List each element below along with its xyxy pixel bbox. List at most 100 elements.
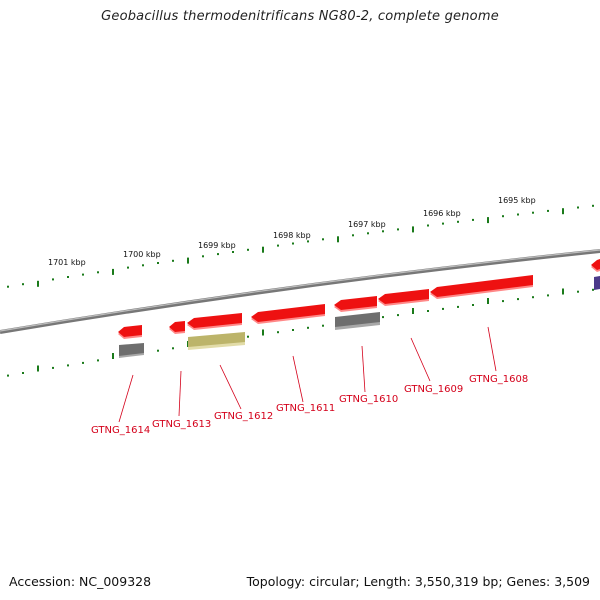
olive-feature-1612[interactable] (188, 332, 245, 350)
lower-scale-ticks (7, 288, 594, 377)
minor-tick (67, 276, 69, 278)
minor-tick (232, 251, 234, 253)
gene-label-1609: GTNG_1609 (404, 384, 463, 395)
minor-tick (217, 253, 219, 256)
minor-tick (442, 307, 444, 310)
map-title: Geobacillus thermodenitrificans NG80-2, … (101, 9, 499, 24)
minor-tick (157, 262, 159, 264)
minor-tick (502, 215, 504, 218)
minor-tick (157, 349, 159, 352)
genome-backbone (0, 249, 600, 334)
upper-scale-ticks (7, 204, 594, 288)
minor-tick (22, 372, 24, 374)
minor-tick (97, 271, 99, 274)
gene-feature-1612[interactable] (187, 313, 242, 330)
scale-label-1700: 1700 kbp (123, 250, 161, 259)
minor-tick (352, 234, 354, 237)
minor-tick (382, 230, 384, 233)
minor-tick (7, 285, 9, 288)
major-tick (187, 257, 189, 264)
major-tick (412, 226, 414, 233)
minor-tick (292, 242, 294, 245)
gene-feature-edge[interactable] (591, 259, 600, 272)
minor-tick (97, 359, 99, 362)
scale-label-1698: 1698 kbp (273, 231, 311, 240)
major-tick (112, 353, 114, 359)
topology-summary: Topology: circular; Length: 3,550,319 bp… (246, 574, 590, 589)
minor-tick (7, 374, 9, 377)
minor-tick (472, 218, 474, 221)
minor-tick (382, 316, 384, 319)
minor-tick (547, 209, 549, 212)
minor-tick (577, 290, 579, 293)
minor-tick (502, 300, 504, 303)
minor-tick (277, 331, 279, 334)
minor-tick (307, 326, 309, 329)
minor-tick (532, 211, 534, 214)
minor-tick (52, 366, 54, 369)
minor-tick (547, 294, 549, 297)
minor-tick (172, 259, 174, 262)
minor-tick (457, 220, 459, 223)
major-tick (112, 268, 114, 275)
major-tick (412, 308, 414, 314)
minor-tick (427, 310, 429, 312)
major-tick (487, 217, 489, 224)
minor-tick (247, 335, 249, 338)
gene-feature-1608[interactable] (430, 275, 533, 299)
gene-feature-1613[interactable] (169, 321, 185, 334)
major-tick (487, 298, 489, 304)
gene-label-1612: GTNG_1612 (214, 411, 273, 422)
minor-tick (172, 347, 174, 350)
gene-feature-1610[interactable] (334, 296, 377, 312)
minor-tick (202, 255, 204, 258)
scale-label-1695: 1695 kbp (498, 196, 536, 205)
gene-label-1611: GTNG_1611 (276, 403, 335, 414)
leader-line-1612 (219, 364, 242, 410)
minor-tick (22, 283, 24, 286)
minor-tick (457, 305, 459, 308)
minor-tick (127, 266, 129, 269)
minor-tick (367, 232, 369, 235)
minor-tick (532, 296, 534, 299)
gene-label-1610: GTNG_1610 (339, 394, 398, 405)
gene-feature-1611[interactable] (251, 304, 325, 324)
major-tick (562, 208, 564, 215)
minor-tick (82, 273, 84, 276)
purple-feature-edge[interactable] (594, 276, 600, 290)
minor-tick (292, 329, 294, 331)
minor-tick (592, 288, 594, 291)
major-tick (337, 236, 339, 243)
minor-tick (397, 228, 399, 231)
minor-tick (517, 213, 519, 216)
scale-label-1697: 1697 kbp (348, 220, 386, 229)
leader-line-1608 (487, 326, 497, 372)
accession-text: Accession: NC_009328 (9, 574, 152, 589)
gray-feature-1614[interactable] (119, 343, 144, 358)
scale-label-1701: 1701 kbp (48, 258, 86, 267)
minor-tick (307, 240, 309, 243)
minor-tick (577, 206, 579, 209)
minor-tick (67, 364, 69, 367)
minor-tick (472, 304, 474, 306)
leader-line-1614 (118, 374, 134, 423)
minor-tick (322, 324, 324, 327)
major-tick (37, 365, 39, 372)
major-tick (562, 288, 564, 295)
minor-tick (592, 204, 594, 207)
minor-tick (142, 264, 144, 267)
gene-feature-1614[interactable] (118, 325, 142, 339)
gene-label-1613: GTNG_1613 (152, 419, 211, 430)
minor-tick (82, 361, 84, 364)
gray-feature-1610[interactable] (335, 312, 380, 330)
minor-tick (52, 278, 54, 281)
minor-tick (322, 238, 324, 241)
scale-label-1696: 1696 kbp (423, 209, 461, 218)
scale-label-1699: 1699 kbp (198, 241, 236, 250)
gene-feature-1609[interactable] (378, 289, 429, 306)
leader-line-1609 (410, 337, 431, 382)
gene-label-1614: GTNG_1614 (91, 425, 150, 436)
leader-line-1610 (361, 345, 366, 393)
minor-tick (442, 222, 444, 225)
